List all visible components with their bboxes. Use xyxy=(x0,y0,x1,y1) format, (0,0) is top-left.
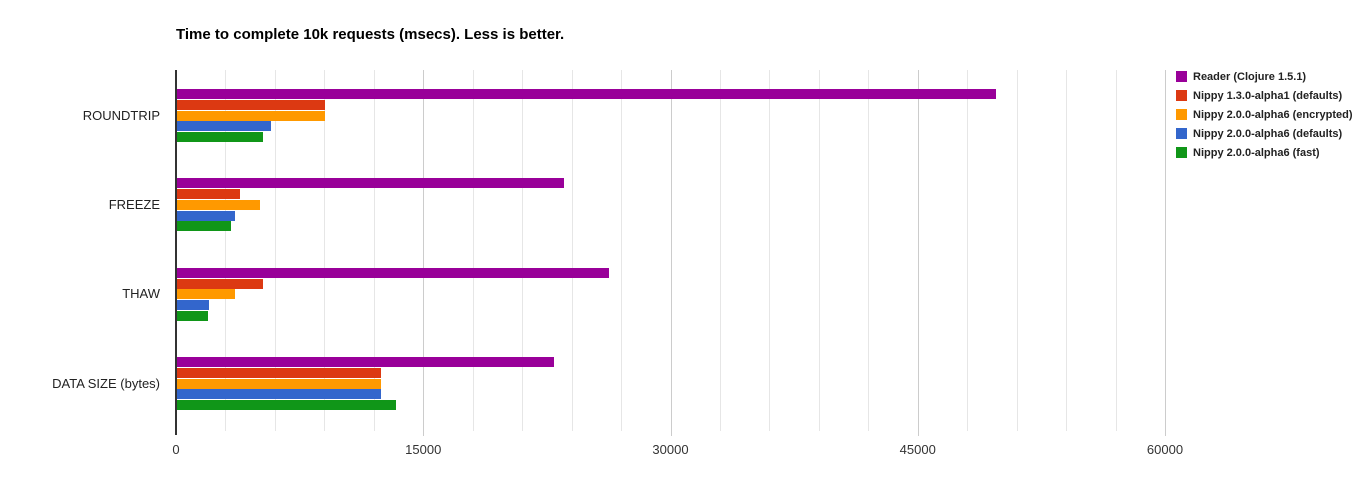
legend-swatch-icon xyxy=(1176,147,1187,158)
bar-freeze-nippy-2-0-0-alpha6-encrypted xyxy=(177,199,261,210)
bar-roundtrip-reader-clojure-1-5-1 xyxy=(177,89,997,99)
bar-thaw-nippy-2-0-0-alpha6-encrypted xyxy=(177,289,236,300)
category-label-data-size-bytes: DATA SIZE (bytes) xyxy=(52,375,160,391)
legend-item-nippy-1-3-0-alpha1-defaults: Nippy 1.3.0-alpha1 (defaults) xyxy=(1176,89,1353,102)
minor-gridline xyxy=(324,70,326,431)
legend-swatch-icon xyxy=(1176,128,1187,139)
legend-item-nippy-2-0-0-alpha6-defaults: Nippy 2.0.0-alpha6 (defaults) xyxy=(1176,127,1353,140)
minor-gridline xyxy=(621,70,623,431)
x-tick-label-0: 0 xyxy=(172,442,180,457)
minor-gridline xyxy=(472,70,474,431)
minor-gridline xyxy=(769,70,771,431)
legend: Reader (Clojure 1.5.1) Nippy 1.3.0-alpha1… xyxy=(1176,70,1353,159)
bar-freeze-nippy-1-3-0-alpha1-defaults xyxy=(177,189,240,200)
category-axis: ROUNDTRIP FREEZE THAW DATA SIZE (bytes) xyxy=(0,70,168,431)
bar-data-size-bytes-nippy-2-0-0-alpha6-encrypted xyxy=(177,378,381,389)
bar-thaw-nippy-2-0-0-alpha6-fast xyxy=(177,310,208,321)
bar-roundtrip-nippy-2-0-0-alpha6-defaults xyxy=(177,121,271,132)
bar-data-size-bytes-reader-clojure-1-5-1 xyxy=(177,357,555,368)
legend-label: Reader (Clojure 1.5.1) xyxy=(1193,70,1307,83)
bar-thaw-nippy-2-0-0-alpha6-defaults xyxy=(177,300,210,311)
legend-swatch-icon xyxy=(1176,71,1187,82)
legend-item-reader-clojure-1-5-1: Reader (Clojure 1.5.1) xyxy=(1176,70,1353,83)
bar-data-size-bytes-nippy-2-0-0-alpha6-fast xyxy=(177,400,397,411)
minor-gridline xyxy=(522,70,524,431)
minor-gridline xyxy=(719,70,721,431)
minor-gridline xyxy=(818,70,820,431)
minor-gridline xyxy=(1066,70,1068,431)
x-tick-label-45000: 45000 xyxy=(899,442,936,457)
minor-gridline xyxy=(571,70,573,431)
plot-area xyxy=(175,70,1166,436)
bar-data-size-bytes-nippy-1-3-0-alpha1-defaults xyxy=(177,367,381,378)
minor-gridline xyxy=(373,70,375,431)
legend-item-nippy-2-0-0-alpha6-encrypted: Nippy 2.0.0-alpha6 (encrypted) xyxy=(1176,108,1353,121)
minor-gridline xyxy=(967,70,969,431)
legend-swatch-icon xyxy=(1176,109,1187,120)
axis-baseline xyxy=(175,70,177,435)
legend-label: Nippy 2.0.0-alpha6 (encrypted) xyxy=(1193,108,1353,121)
category-label-freeze: FREEZE xyxy=(108,196,160,212)
minor-gridline xyxy=(274,70,276,431)
minor-gridline xyxy=(225,70,227,431)
legend-item-nippy-2-0-0-alpha6-fast: Nippy 2.0.0-alpha6 (fast) xyxy=(1176,146,1353,159)
legend-swatch-icon xyxy=(1176,90,1187,101)
bar-data-size-bytes-nippy-2-0-0-alpha6-defaults xyxy=(177,389,381,400)
bar-roundtrip-nippy-1-3-0-alpha1-defaults xyxy=(177,99,326,110)
x-tick-label-60000: 60000 xyxy=(1146,442,1184,457)
minor-gridline xyxy=(1016,70,1018,431)
bar-roundtrip-nippy-2-0-0-alpha6-fast xyxy=(177,132,263,142)
category-label-thaw: THAW xyxy=(122,286,160,302)
major-gridline xyxy=(423,70,425,436)
bar-thaw-nippy-1-3-0-alpha1-defaults xyxy=(177,278,263,289)
value-axis: 0 15000 30000 45000 60000 xyxy=(172,442,1183,462)
minor-gridline xyxy=(868,70,870,431)
major-gridline xyxy=(670,70,672,436)
legend-label: Nippy 1.3.0-alpha1 (defaults) xyxy=(1193,89,1343,102)
category-label-roundtrip: ROUNDTRIP xyxy=(82,107,160,123)
legend-label: Nippy 2.0.0-alpha6 (fast) xyxy=(1193,146,1320,159)
major-gridline xyxy=(917,70,919,436)
bar-freeze-nippy-2-0-0-alpha6-fast xyxy=(177,221,231,232)
x-tick-label-15000: 15000 xyxy=(405,442,442,457)
bar-thaw-reader-clojure-1-5-1 xyxy=(177,267,609,278)
legend-label: Nippy 2.0.0-alpha6 (defaults) xyxy=(1193,127,1343,140)
bar-freeze-reader-clojure-1-5-1 xyxy=(177,178,565,189)
minor-gridline xyxy=(1115,70,1117,431)
major-gridline xyxy=(1165,70,1166,436)
bar-roundtrip-nippy-2-0-0-alpha6-encrypted xyxy=(177,110,325,121)
x-tick-label-30000: 30000 xyxy=(652,442,689,457)
bar-freeze-nippy-2-0-0-alpha6-defaults xyxy=(177,210,236,221)
chart-title: Time to complete 10k requests (msecs). L… xyxy=(176,26,565,43)
